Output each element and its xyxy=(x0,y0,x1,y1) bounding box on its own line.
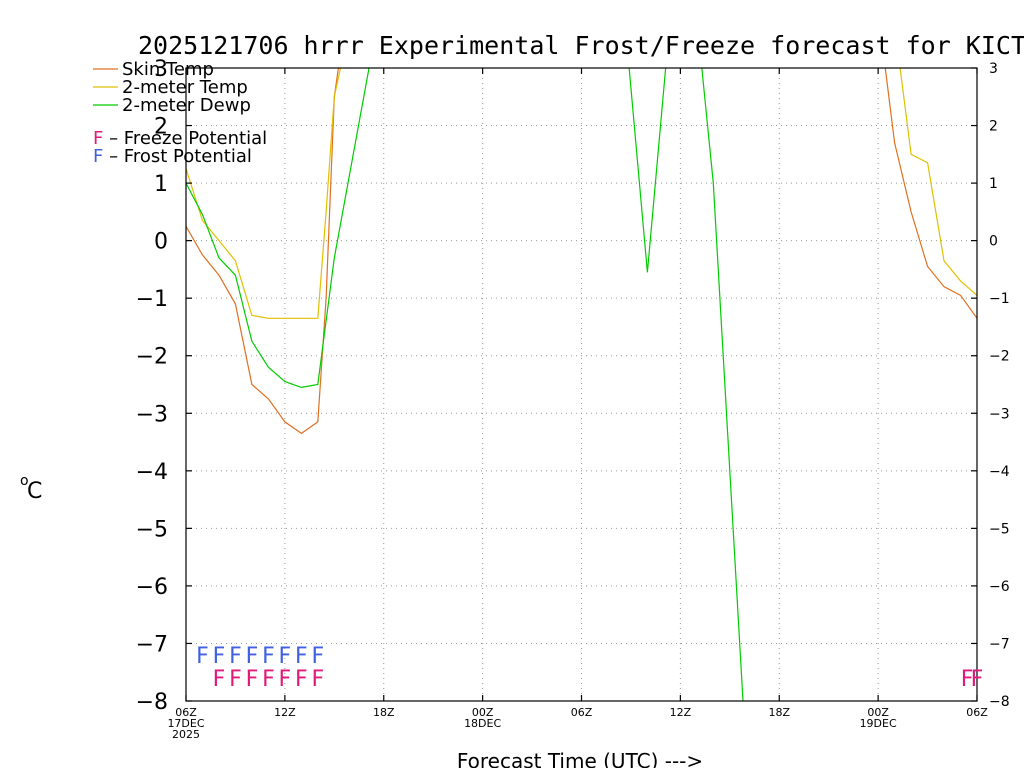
x-tick-label: 17DEC xyxy=(167,717,204,730)
y-tick-label: −6 xyxy=(136,575,168,600)
legend-label: 2-meter Dewp xyxy=(122,95,251,116)
potential-mark: F xyxy=(229,667,242,692)
y-tick-label-right: −6 xyxy=(989,579,1010,595)
series-2-meter-dewp xyxy=(186,68,744,701)
potential-mark: F xyxy=(295,644,308,669)
series-group xyxy=(186,68,977,701)
y-tick-label: −8 xyxy=(136,690,168,715)
x-axis-label: Forecast Time (UTC) ---> xyxy=(457,749,703,768)
x-tick-label: 19DEC xyxy=(860,717,897,730)
y-tick-label-right: −1 xyxy=(989,291,1010,307)
potential-mark: F xyxy=(312,667,325,692)
potential-mark: F xyxy=(279,644,292,669)
potential-mark: F xyxy=(279,667,292,692)
y-axis-label-unit: C xyxy=(27,479,42,504)
legend-label: 2-meter Temp xyxy=(122,77,248,98)
x-tick-label: 12Z xyxy=(670,706,692,719)
potential-mark: F xyxy=(295,667,308,692)
y-tick-label-right: 3 xyxy=(989,61,998,77)
potential-mark: F xyxy=(229,644,242,669)
potential-legend-item: F – Frost Potential xyxy=(93,146,252,167)
y-tick-label: −4 xyxy=(136,460,168,485)
plot-frame xyxy=(185,67,978,702)
y-axis: 3 3 2 2 1 1 0 0 −1 −1 −2 −2 −3 −3 −4 −4 −5 −5 −6 −6 −7 −7 −8 −8 xyxy=(136,57,1010,715)
series-line xyxy=(186,68,340,435)
y-axis-label: o C xyxy=(20,473,42,504)
grid xyxy=(186,68,977,701)
x-tick-label: 06Z xyxy=(571,706,593,719)
x-tick-label: 00Z xyxy=(867,706,889,719)
series-line xyxy=(186,68,342,319)
chart-title: 2025121706 hrrr Experimental Frost/Freez… xyxy=(138,31,1024,60)
x-tick-label: 18DEC xyxy=(464,717,501,730)
legend-label: Skin Temp xyxy=(122,59,214,80)
x-tick-label: 2025 xyxy=(172,728,200,741)
y-tick-label-right: 2 xyxy=(989,119,998,135)
potential-mark: F xyxy=(262,644,275,669)
x-tick-label: 12Z xyxy=(274,706,296,719)
series-2-meter-temp xyxy=(186,68,977,319)
series-line xyxy=(701,68,744,701)
potential-legend-item: F – Freeze Potential xyxy=(93,128,267,149)
potential-mark: F xyxy=(971,667,984,692)
potential-mark: F xyxy=(213,644,226,669)
potential-mark: F xyxy=(246,667,259,692)
y-tick-label: −1 xyxy=(136,287,168,312)
y-tick-label: 3 xyxy=(154,57,168,82)
y-axis-label-degree: o xyxy=(20,473,29,489)
y-tick-label: 0 xyxy=(154,230,168,255)
y-tick-label: −5 xyxy=(136,517,168,542)
y-tick-label-right: −4 xyxy=(989,464,1010,480)
potential-mark: F xyxy=(213,667,226,692)
potential-mark: F xyxy=(246,644,259,669)
x-tick-label: 18Z xyxy=(768,706,790,719)
y-tick-label-right: −3 xyxy=(989,406,1010,422)
y-tick-label-right: −2 xyxy=(989,349,1010,365)
x-tick-label: 06Z xyxy=(175,706,197,719)
y-tick-label: −3 xyxy=(136,402,168,427)
y-tick-label-right: 1 xyxy=(989,176,998,192)
x-tick-label: 06Z xyxy=(966,706,988,719)
series-line xyxy=(899,68,977,296)
y-tick-label-right: 0 xyxy=(989,234,998,250)
y-tick-label: 1 xyxy=(154,172,168,197)
potential-mark: F xyxy=(196,644,209,669)
y-tick-label-right: −7 xyxy=(989,636,1010,652)
potential-mark: F xyxy=(312,644,325,669)
potential-marks: F F F F F F F FF F F F F F F FF xyxy=(196,644,983,692)
series-line xyxy=(884,68,977,319)
potential-mark: F xyxy=(961,667,974,692)
x-tick-label: 18Z xyxy=(373,706,395,719)
series-line xyxy=(628,68,667,273)
y-tick-label: −2 xyxy=(136,345,168,370)
x-tick-label: 00Z xyxy=(472,706,494,719)
series-line xyxy=(186,68,370,389)
y-tick-label-right: −8 xyxy=(989,694,1010,710)
y-tick-label: 2 xyxy=(154,115,168,140)
potential-mark: F xyxy=(262,667,275,692)
y-tick-label-right: −5 xyxy=(989,521,1010,537)
y-tick-label: −7 xyxy=(136,632,168,657)
series-skin-temp xyxy=(186,68,977,435)
